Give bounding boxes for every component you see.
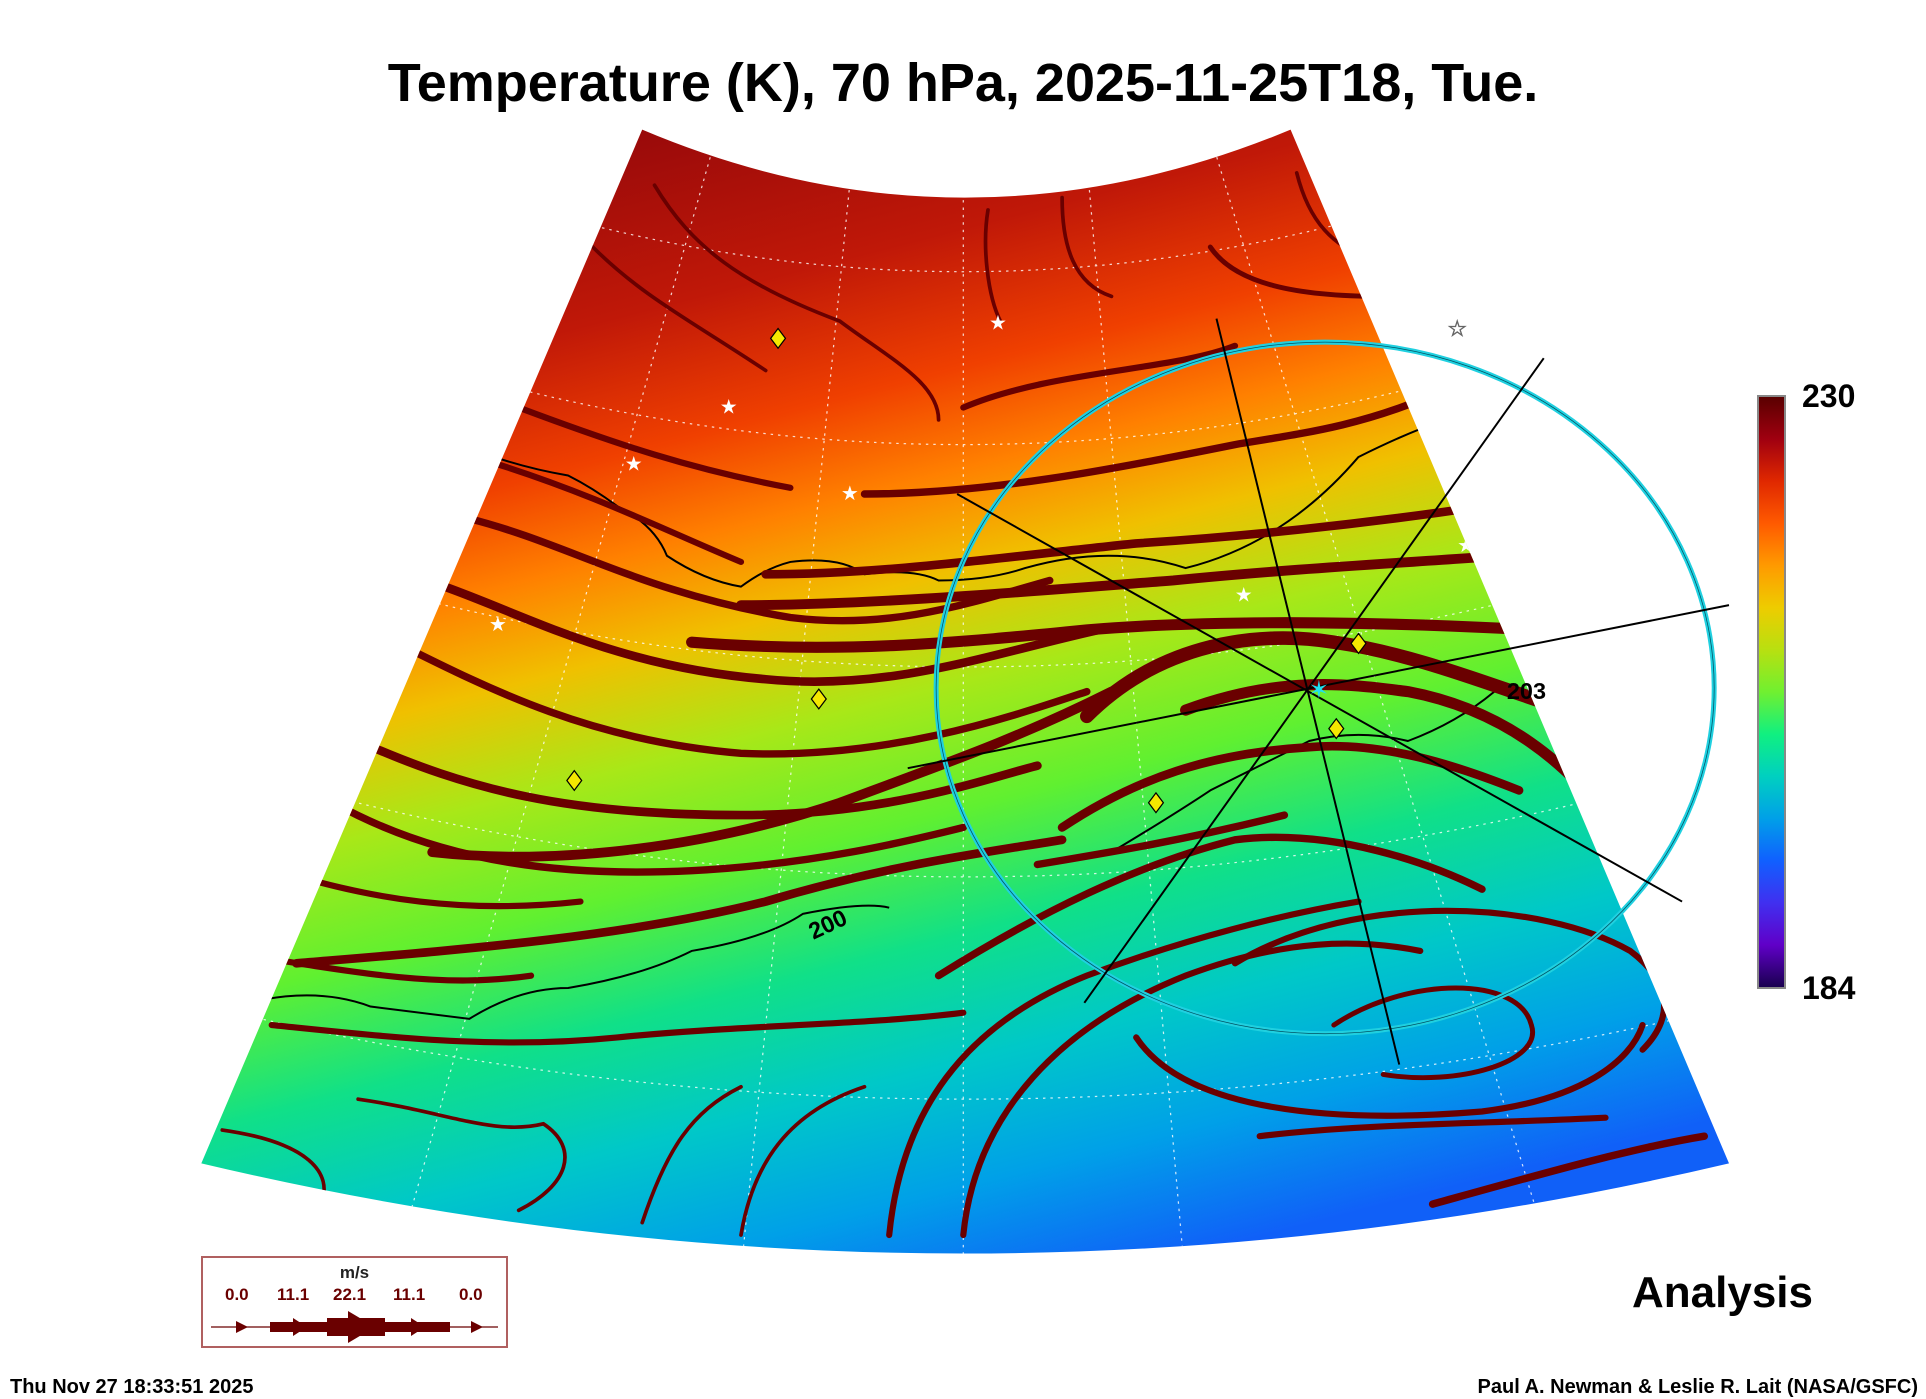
- diamond-marker-icon: [1328, 717, 1345, 740]
- temperature-field: [201, 129, 1729, 1254]
- streamline: [640, 1084, 743, 1225]
- diamond-marker-icon: [769, 327, 787, 350]
- streamline: [761, 502, 1487, 579]
- streamline: [983, 208, 1003, 323]
- streamline: [427, 686, 1117, 862]
- streamline: [1231, 907, 1668, 1053]
- streamline: [960, 940, 1424, 1239]
- star-marker-icon: ★: [841, 483, 859, 505]
- streamline: [465, 514, 1054, 625]
- product-label: Analysis: [1632, 1268, 1813, 1317]
- star-marker-icon: ★: [989, 313, 1007, 335]
- star-icon: ☆: [1447, 316, 1467, 341]
- streamline: [590, 245, 768, 373]
- streamline: [934, 833, 1486, 980]
- colorbar: [1757, 395, 1786, 989]
- center-star-icon: ✶: [1309, 677, 1330, 704]
- streamline: [960, 342, 1239, 411]
- diamond-marker-icon: [810, 688, 827, 710]
- streamline: [356, 1097, 567, 1213]
- streamline: [391, 638, 1091, 758]
- streamline: [1256, 1114, 1609, 1140]
- star-marker-icon: ★: [1457, 535, 1475, 557]
- star-marker-icon: ★: [489, 614, 507, 636]
- colorbar-min-label: 184: [1802, 970, 1856, 1006]
- legend-value: 11.1: [393, 1285, 426, 1304]
- star-marker-icon: ★: [1235, 584, 1253, 606]
- streamline: [490, 460, 745, 566]
- streamline: [1133, 1021, 1646, 1119]
- streamline: [1080, 631, 1576, 724]
- streamline: [860, 391, 1437, 498]
- legend-value: 0.0: [459, 1285, 483, 1304]
- diamond-marker-icon: [1147, 791, 1165, 814]
- radial-line: [907, 604, 1730, 770]
- streamline: [1057, 741, 1524, 832]
- streamline: [1033, 811, 1289, 869]
- streamline: [440, 582, 1104, 686]
- streamline: [515, 404, 794, 491]
- legend-value: 22.1: [333, 1285, 367, 1304]
- streamline: [652, 183, 941, 422]
- star-marker-icon: ★: [625, 454, 643, 476]
- chart-title: Temperature (K), 70 hPa, 2025-11-25T18, …: [387, 53, 1539, 113]
- cross-section-overlay: ✶ 203 200 ☆: [804, 316, 1730, 1065]
- radial-line: [956, 493, 1683, 903]
- wind-speed-legend: m/s 0.0 11.1 22.1 11.1 0.0: [201, 1256, 508, 1348]
- streamline: [268, 1009, 967, 1046]
- streamline: [886, 898, 1362, 1239]
- colorbar-max-label: 230: [1802, 378, 1856, 414]
- footer-timestamp: Thu Nov 27 18:33:51 2025: [10, 1376, 254, 1398]
- streamline: [1428, 1132, 1709, 1208]
- streamline: [686, 617, 1537, 653]
- star-marker-icon: ★: [720, 397, 738, 419]
- diamond-marker-icon: [566, 769, 583, 792]
- radial-line: [1083, 357, 1545, 1004]
- legend-arrow-scale: [211, 1311, 498, 1343]
- streamline: [1331, 985, 1536, 1081]
- diamond-marker-icon: [1350, 632, 1367, 655]
- streamline: [292, 835, 1067, 968]
- streamline: [329, 799, 968, 876]
- legend-value: 0.0: [225, 1285, 249, 1304]
- streamline: [736, 550, 1506, 611]
- wind-streamlines: [219, 171, 1709, 1239]
- streamline: [739, 1084, 867, 1237]
- footer-credit: Paul A. Newman & Leslie R. Lait (NASA/GS…: [1477, 1376, 1918, 1398]
- streamline: [353, 736, 1042, 820]
- streamline: [1207, 244, 1386, 299]
- legend-unit: m/s: [339, 1263, 370, 1282]
- contour-label-203: 203: [1507, 678, 1546, 704]
- streamline: [1060, 195, 1114, 299]
- legend-value: 11.1: [277, 1285, 310, 1304]
